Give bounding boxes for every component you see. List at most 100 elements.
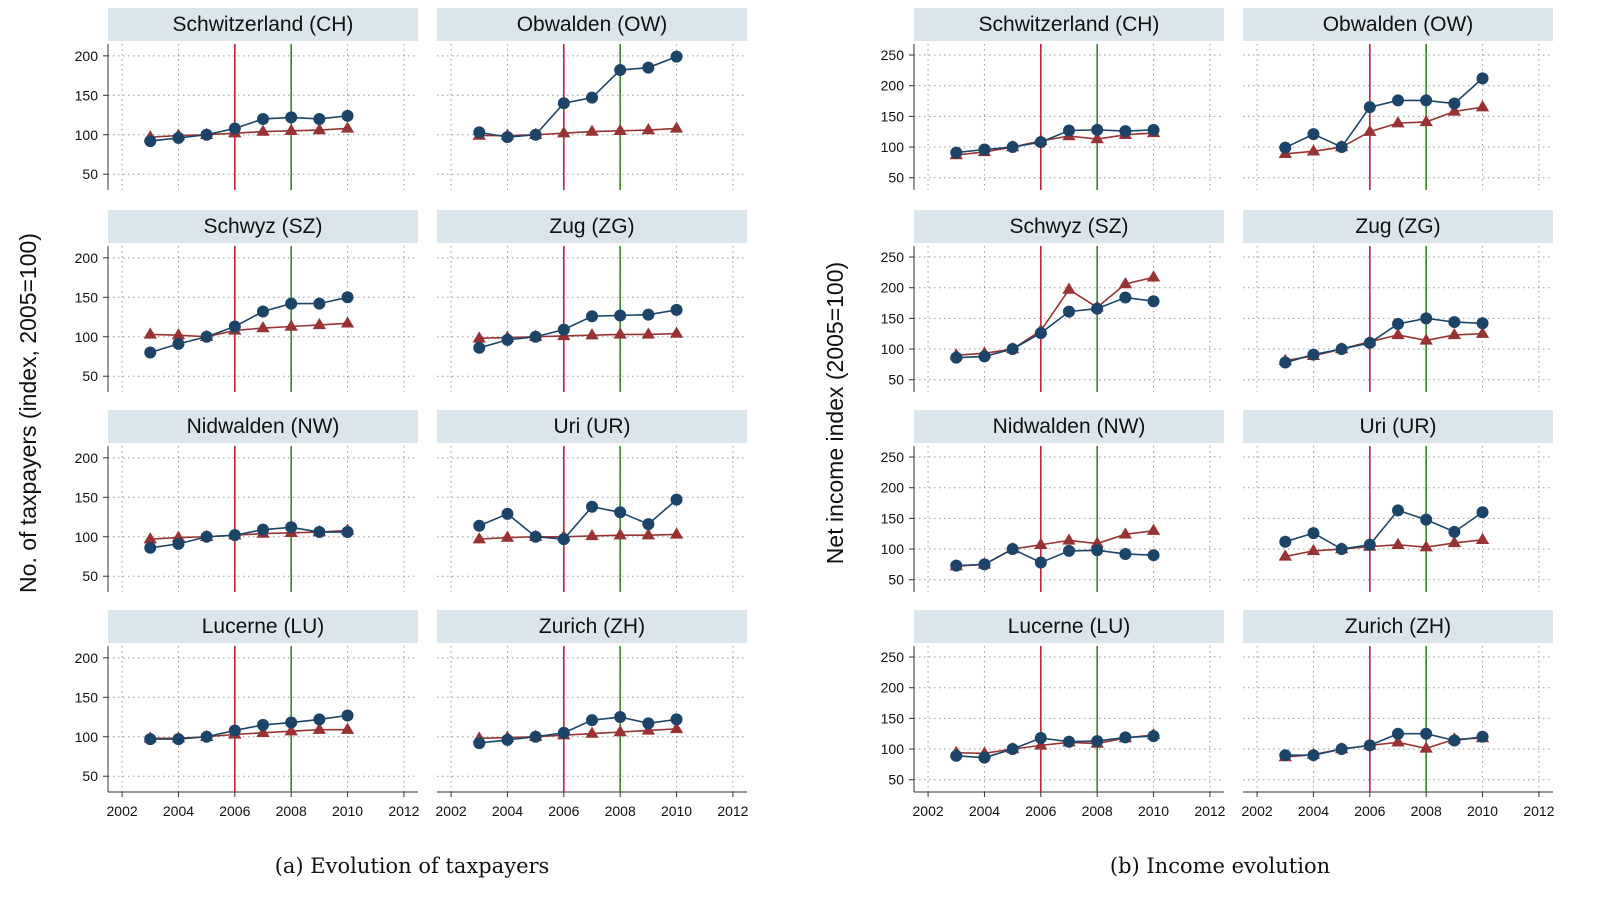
- data-point-circle: [341, 109, 354, 122]
- data-point-circle: [144, 135, 157, 148]
- y-tick-label: 200: [881, 78, 905, 94]
- data-point-circle: [557, 533, 570, 546]
- data-point-triangle: [641, 327, 656, 339]
- data-point-circle: [172, 131, 185, 144]
- data-point-circle: [1091, 302, 1104, 315]
- data-point-circle: [586, 714, 598, 727]
- data-point-circle: [1034, 556, 1047, 569]
- chart-panel: Zug (ZG): [1243, 210, 1553, 392]
- data-point-circle: [978, 558, 991, 571]
- data-point-triangle: [472, 331, 486, 343]
- data-point-circle: [501, 131, 514, 144]
- data-point-circle: [1448, 525, 1461, 538]
- data-point-circle: [341, 526, 354, 539]
- x-tick-label: 2004: [492, 803, 523, 819]
- data-point-triangle: [1034, 537, 1048, 549]
- series-line-triangle: [1285, 539, 1483, 558]
- data-point-circle: [144, 733, 157, 746]
- data-point-circle: [642, 308, 655, 321]
- x-tick-label: 2006: [1025, 803, 1056, 819]
- y-tick-label: 50: [888, 372, 904, 388]
- data-point-circle: [557, 726, 570, 739]
- data-point-circle: [172, 537, 185, 550]
- data-point-circle: [529, 730, 542, 743]
- data-point-circle: [529, 330, 542, 343]
- x-tick-label: 2002: [913, 803, 944, 819]
- data-point-circle: [1279, 535, 1292, 548]
- data-point-triangle: [1447, 535, 1462, 548]
- data-point-triangle: [1475, 326, 1490, 338]
- data-point-circle: [200, 530, 213, 543]
- data-point-circle: [285, 521, 298, 534]
- y-tick-label: 50: [82, 568, 98, 584]
- data-point-triangle: [613, 725, 627, 737]
- data-point-circle: [1034, 732, 1047, 745]
- data-point-circle: [1448, 97, 1461, 110]
- data-point-triangle: [1363, 124, 1377, 136]
- panel-title: Schwyz (SZ): [203, 215, 322, 238]
- data-point-circle: [144, 346, 157, 359]
- data-point-circle: [1091, 123, 1104, 136]
- data-point-triangle: [669, 721, 684, 734]
- data-point-circle: [313, 112, 326, 125]
- panel-title: Lucerne (LU): [1008, 615, 1131, 638]
- data-point-triangle: [1118, 277, 1133, 289]
- data-point-circle: [1147, 730, 1160, 743]
- data-point-circle: [1307, 128, 1320, 141]
- chart-panel: Obwalden (OW): [1243, 8, 1553, 190]
- data-point-circle: [1147, 549, 1160, 562]
- panel-header: [914, 8, 1224, 41]
- y-tick-label: 100: [75, 329, 99, 345]
- data-point-circle: [501, 507, 514, 520]
- x-tick-label: 2006: [548, 803, 579, 819]
- data-point-circle: [1119, 291, 1132, 304]
- y-tick-label: 200: [75, 250, 99, 266]
- data-point-circle: [228, 320, 241, 333]
- panel-header: [1243, 210, 1553, 243]
- data-point-triangle: [1306, 543, 1321, 556]
- y-axis-label: No. of taxpayers (index, 2005=100): [15, 233, 41, 593]
- data-point-circle: [257, 305, 269, 318]
- data-point-circle: [1006, 543, 1019, 556]
- data-point-triangle: [585, 328, 599, 340]
- data-point-circle: [1091, 544, 1104, 557]
- chart-panel: Obwalden (OW): [437, 8, 747, 190]
- data-point-circle: [257, 718, 269, 731]
- panel-header: [1243, 610, 1553, 643]
- data-point-circle: [501, 733, 514, 746]
- data-point-circle: [1476, 730, 1489, 743]
- panel-title: Schwitzerland (CH): [173, 13, 354, 36]
- data-point-triangle: [472, 532, 486, 544]
- data-point-circle: [1392, 727, 1404, 740]
- data-point-circle: [1476, 72, 1489, 85]
- data-point-circle: [313, 297, 326, 310]
- data-point-triangle: [557, 126, 571, 138]
- data-point-circle: [1006, 141, 1019, 154]
- panel-header: [437, 410, 747, 443]
- data-point-circle: [1420, 312, 1433, 325]
- chart-panel: Schwyz (SZ) 50 100 150 200 250: [881, 210, 1224, 392]
- y-tick-label: 200: [881, 280, 905, 296]
- x-tick-label: 2012: [388, 803, 419, 819]
- y-tick-label: 250: [881, 47, 905, 63]
- chart-panel: Schwitzerland (CH) 50 100 150 200: [75, 8, 418, 190]
- panel-title: Schwitzerland (CH): [979, 13, 1160, 36]
- y-tick-label: 150: [881, 710, 905, 726]
- data-point-triangle: [641, 123, 656, 135]
- data-point-triangle: [613, 123, 627, 136]
- chart-panel: Nidwalden (NW) 50 100 150 200: [75, 410, 418, 592]
- data-point-triangle: [1419, 540, 1433, 552]
- data-point-circle: [341, 291, 354, 304]
- panel-header: [1243, 8, 1553, 41]
- y-tick-label: 150: [881, 310, 905, 326]
- data-point-circle: [1392, 317, 1404, 330]
- x-tick-label: 2008: [605, 803, 636, 819]
- x-tick-label: 2006: [219, 803, 250, 819]
- data-point-circle: [950, 749, 963, 762]
- data-point-triangle: [284, 319, 298, 331]
- panel-title: Lucerne (LU): [202, 615, 325, 638]
- panel-title: Zug (ZG): [1355, 215, 1440, 238]
- data-point-triangle: [340, 316, 355, 328]
- data-point-circle: [285, 111, 298, 124]
- data-point-circle: [1119, 731, 1132, 744]
